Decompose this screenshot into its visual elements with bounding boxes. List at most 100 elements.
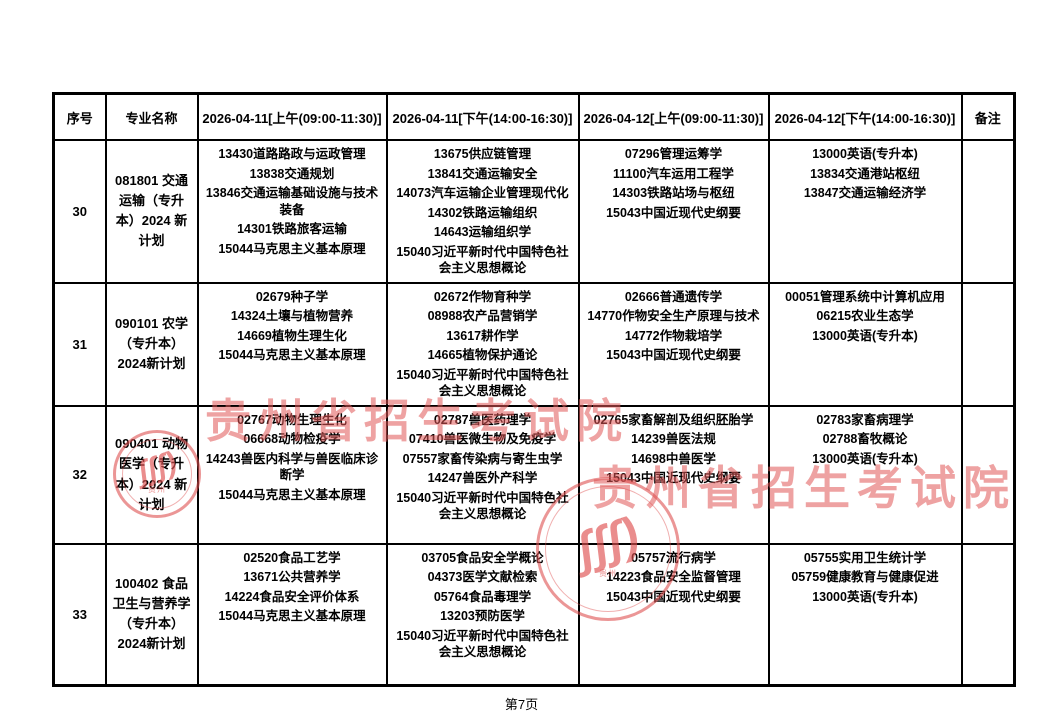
session-cell-am1: 02520食品工艺学 13671公共营养学 14224食品安全评价体系 15044马克… xyxy=(196,542,388,687)
course-entry: 13671公共营养学 xyxy=(243,570,341,584)
course-entry: 14772作物栽培学 xyxy=(624,328,723,343)
session-cell-am1: 02679种子学 14324土壤与植物营养 14669植物生理生化 15044马克思主… xyxy=(196,281,388,407)
course-entry: 05759健康教育与健康促进 xyxy=(791,570,939,584)
course-entry: 13000英语(专升本) xyxy=(812,451,918,466)
course-entry: 15043中国近现代史纲要 xyxy=(606,348,741,362)
course-entry: 08988农产品营销学 xyxy=(427,309,538,323)
course-entry: 06668动物检疫学 xyxy=(243,432,341,446)
course-entry: 13675供应链管理 xyxy=(433,147,532,161)
sequence-number: 33 xyxy=(52,542,107,687)
course-entry: 13203预防医学 xyxy=(440,609,525,623)
table-row: 33 100402 食品卫生与营养学（专升本）2024新计划 02520食品工艺… xyxy=(52,542,1016,687)
course-entry: 02520食品工艺学 xyxy=(243,550,341,565)
table-row: 30 081801 交通运输（专升本）2024 新计划 13430道路路政与运政… xyxy=(52,139,1016,284)
course-entry: 06215农业生态学 xyxy=(816,309,914,323)
course-entry: 02672作物育种学 xyxy=(433,289,532,304)
course-entry: 15044马克思主义基本原理 xyxy=(218,609,366,623)
session-cell-pm1: 02787兽医药理学 07410兽医微生物及免疫学 07557家畜传染病与寄生虫学 1… xyxy=(385,404,580,545)
course-entry: 03705食品安全学概论 xyxy=(421,550,544,565)
course-entry: 13838交通规划 xyxy=(249,166,335,181)
header-session-4: 2026-04-12[下午(14:00-16:30)] xyxy=(767,92,963,141)
course-entry: 02783家畜病理学 xyxy=(816,412,914,427)
header-session-1: 2026-04-11[上午(09:00-11:30)] xyxy=(196,92,388,141)
remark-cell xyxy=(960,404,1016,545)
course-entry: 14669植物生理生化 xyxy=(237,328,347,343)
session-cell-pm1: 03705食品安全学概论 04373医学文献检索 05764食品毒理学 13203预防… xyxy=(385,542,580,687)
session-cell-pm1: 02672作物育种学 08988农产品营销学 13617耕作学 14665植物保护通论… xyxy=(385,281,580,407)
course-entry: 15040习近平新时代中国特色社会主义思想概论 xyxy=(396,367,569,399)
course-entry: 14324土壤与植物营养 xyxy=(230,309,354,323)
course-entry: 02787兽医药理学 xyxy=(433,412,532,427)
exam-schedule-table: 序号 专业名称 2026-04-11[上午(09:00-11:30)] 2026… xyxy=(52,92,1016,687)
course-entry: 14665植物保护通论 xyxy=(427,348,538,362)
session-cell-am1: 13430道路路政与运政管理 13838交通规划 13846交通运输基础设施与技术装… xyxy=(196,139,388,284)
course-entry: 15044马克思主义基本原理 xyxy=(218,348,366,362)
remark-cell xyxy=(960,281,1016,407)
header-seq: 序号 xyxy=(52,92,107,141)
course-entry: 15040习近平新时代中国特色社会主义思想概论 xyxy=(396,628,569,660)
header-remark: 备注 xyxy=(960,92,1016,141)
header-session-3: 2026-04-12[上午(09:00-11:30)] xyxy=(577,92,770,141)
course-entry: 15044马克思主义基本原理 xyxy=(218,487,366,502)
course-entry: 14301铁路旅客运输 xyxy=(237,222,347,236)
course-entry: 14243兽医内科学与兽医临床诊断学 xyxy=(205,451,379,483)
session-cell-pm1: 13675供应链管理 13841交通运输安全 14073汽车运输企业管理现代化 143… xyxy=(385,139,580,284)
header-row: 序号 专业名称 2026-04-11[上午(09:00-11:30)] 2026… xyxy=(52,92,1016,141)
course-entry: 15040习近平新时代中国特色社会主义思想概论 xyxy=(396,490,569,522)
session-cell-pm2: 05755实用卫生统计学 05759健康教育与健康促进 13000英语(专升本) xyxy=(767,542,963,687)
course-entry: 02765家畜解剖及组织胚胎学 xyxy=(593,412,754,427)
course-entry: 14302铁路运输组织 xyxy=(427,205,538,220)
course-entry: 15043中国近现代史纲要 xyxy=(606,205,741,220)
session-cell-am2: 07296管理运筹学 11100汽车运用工程学 14303铁路站场与枢纽 15043中… xyxy=(577,139,770,284)
session-cell-pm2: 00051管理系统中计算机应用 06215农业生态学 13000英语(专升本) xyxy=(767,281,963,407)
course-entry: 14239兽医法规 xyxy=(631,432,716,446)
course-entry: 14247兽医外产科学 xyxy=(427,471,538,485)
course-entry: 07296管理运筹学 xyxy=(624,147,723,161)
session-cell-am2: 02666普通遗传学 14770作物安全生产原理与技术 14772作物栽培学 1504… xyxy=(577,281,770,407)
course-entry: 04373医学文献检索 xyxy=(427,570,538,584)
course-entry: 13617耕作学 xyxy=(446,328,519,343)
session-cell-pm2: 13000英语(专升本) 13834交通港站枢纽 13847交通运输经济学 xyxy=(767,139,963,284)
course-entry: 07410兽医微生物及免疫学 xyxy=(408,432,557,446)
course-entry: 14224食品安全评价体系 xyxy=(224,589,360,604)
course-entry: 02666普通遗传学 xyxy=(624,289,723,304)
header-major: 专业名称 xyxy=(104,92,199,141)
page-number: 第7页 xyxy=(504,697,539,712)
course-entry: 14073汽车运输企业管理现代化 xyxy=(396,186,569,200)
session-cell-am1: 02767动物生理生化 06668动物检疫学 14243兽医内科学与兽医临床诊断学 1… xyxy=(196,404,388,545)
session-cell-am2: 05757流行病学 14223食品安全监督管理 15043中国近现代史纲要 xyxy=(577,542,770,687)
table-row: 31 090101 农学（专升本）2024新计划 02679种子学 14324土壤… xyxy=(52,281,1016,407)
sequence-number: 32 xyxy=(52,404,107,545)
course-entry: 13834交通港站枢纽 xyxy=(810,166,920,181)
course-entry: 02788畜牧概论 xyxy=(822,432,908,446)
course-entry: 05757流行病学 xyxy=(631,550,716,565)
course-entry: 14770作物安全生产原理与技术 xyxy=(587,309,760,323)
sequence-number: 31 xyxy=(52,281,107,407)
course-entry: 02767动物生理生化 xyxy=(237,412,347,427)
course-entry: 14698中兽医学 xyxy=(631,451,716,466)
course-entry: 13847交通运输经济学 xyxy=(803,186,927,200)
major-name: 081801 交通运输（专升本）2024 新计划 xyxy=(104,139,199,284)
major-name: 100402 食品卫生与营养学（专升本）2024新计划 xyxy=(104,542,199,687)
schedule-table-body: 30 081801 交通运输（专升本）2024 新计划 13430道路路政与运政… xyxy=(52,139,1016,687)
sequence-number: 30 xyxy=(52,139,107,284)
remark-cell xyxy=(960,542,1016,687)
table-row: 32 090401 动物医学（专升本）2024 新计划 02767动物生理生化 0… xyxy=(52,404,1016,545)
course-entry: 14223食品安全监督管理 xyxy=(606,570,741,584)
course-entry: 14643运输组织学 xyxy=(433,225,532,239)
course-entry: 02679种子学 xyxy=(255,289,329,304)
course-entry: 00051管理系统中计算机应用 xyxy=(785,289,945,304)
session-cell-pm2: 02783家畜病理学 02788畜牧概论 13000英语(专升本) xyxy=(767,404,963,545)
course-entry: 13000英语(专升本) xyxy=(812,589,918,604)
session-cell-am2: 02765家畜解剖及组织胚胎学 14239兽医法规 14698中兽医学 15043中国… xyxy=(577,404,770,545)
course-entry: 05755实用卫生统计学 xyxy=(803,550,927,565)
course-entry: 14303铁路站场与枢纽 xyxy=(612,186,735,200)
course-entry: 15040习近平新时代中国特色社会主义思想概论 xyxy=(396,244,569,276)
header-session-2: 2026-04-11[下午(14:00-16:30)] xyxy=(385,92,580,141)
course-entry: 11100汽车运用工程学 xyxy=(613,166,734,181)
course-entry: 15043中国近现代史纲要 xyxy=(606,589,741,604)
course-entry: 13000英语(专升本) xyxy=(812,147,918,161)
course-entry: 05764食品毒理学 xyxy=(433,589,532,604)
course-entry: 07557家畜传染病与寄生虫学 xyxy=(402,451,563,466)
